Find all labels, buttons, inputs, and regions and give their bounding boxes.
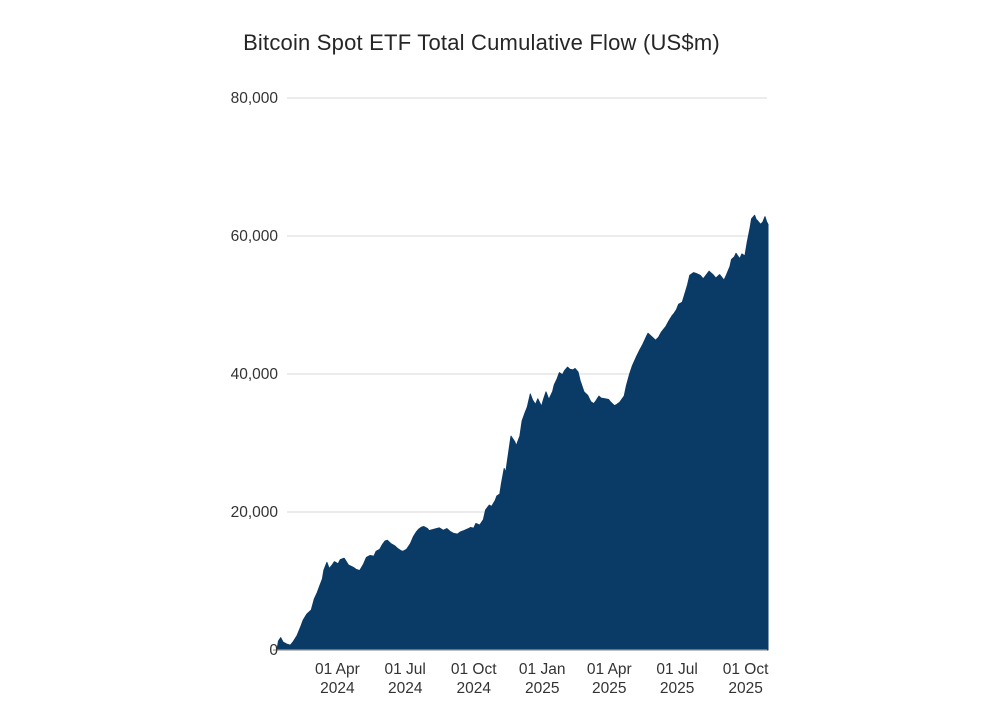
y-tick-label-0: 0 xyxy=(269,642,278,659)
x-tick-label-01-Oct-2024: 01 Oct 2024 xyxy=(451,661,497,697)
x-tick-label-01-Oct-2025: 01 Oct 2025 xyxy=(723,661,769,697)
x-tick-label-01-Jan-2025: 01 Jan 2025 xyxy=(519,661,566,697)
chart-title: Bitcoin Spot ETF Total Cumulative Flow (… xyxy=(243,30,720,55)
x-tick-label-01-Apr-2025: 01 Apr 2025 xyxy=(587,661,632,697)
x-tick-label-01-Jul-2024: 01 Jul 2024 xyxy=(385,661,426,697)
y-tick-label-60,000: 60,000 xyxy=(231,228,279,245)
x-tick-label-01-Jul-2025: 01 Jul 2025 xyxy=(656,661,697,697)
y-tick-label-20,000: 20,000 xyxy=(231,504,279,521)
x-tick-label-01-Apr-2024: 01 Apr 2024 xyxy=(315,661,360,697)
area-series-total-cumulative-flow xyxy=(276,214,769,651)
y-tick-label-80,000: 80,000 xyxy=(231,90,279,107)
y-tick-label-40,000: 40,000 xyxy=(231,366,279,383)
